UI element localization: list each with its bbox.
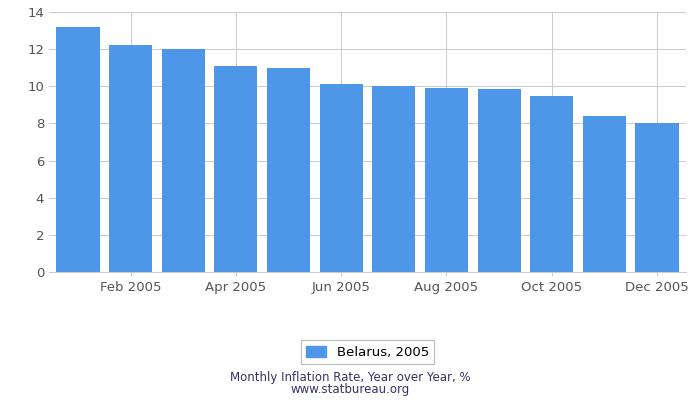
Bar (425, 88, 468, 272)
Bar (583, 116, 626, 272)
Text: Monthly Inflation Rate, Year over Year, %: Monthly Inflation Rate, Year over Year, … (230, 372, 470, 384)
Bar (320, 84, 363, 272)
Bar (162, 49, 205, 272)
Legend: Belarus, 2005: Belarus, 2005 (301, 340, 434, 364)
Bar (530, 96, 573, 272)
Bar (267, 68, 310, 272)
Text: www.statbureau.org: www.statbureau.org (290, 384, 410, 396)
Bar (477, 89, 521, 272)
Bar (636, 122, 678, 272)
Bar (372, 86, 415, 272)
Bar (109, 46, 152, 272)
Bar (214, 66, 258, 272)
Bar (57, 27, 99, 272)
